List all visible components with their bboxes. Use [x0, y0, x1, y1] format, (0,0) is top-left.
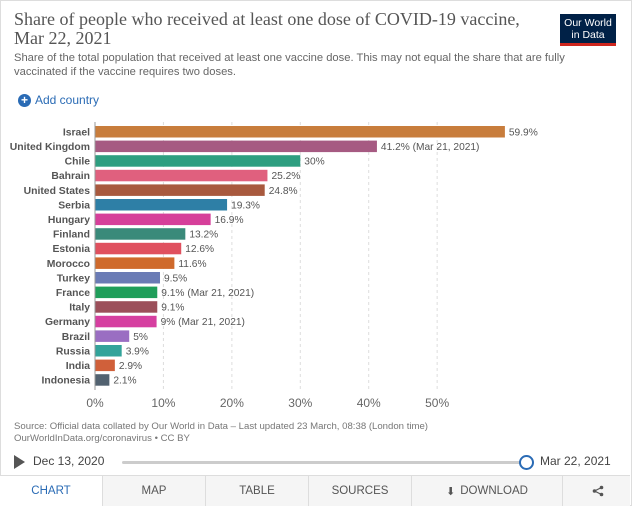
bar	[95, 286, 158, 299]
bar	[95, 359, 115, 372]
source-note: Source: Official data collated by Our Wo…	[14, 421, 574, 445]
x-tick-label: 40%	[357, 396, 381, 410]
bar	[95, 213, 211, 226]
timeline: Dec 13, 2020 Mar 22, 2021	[0, 450, 632, 474]
source-line-1: Source: Official data collated by Our Wo…	[14, 421, 429, 432]
bar	[95, 155, 301, 167]
category-label: Hungary	[48, 215, 90, 226]
category-label: Estonia	[52, 244, 90, 255]
share-button[interactable]	[562, 476, 632, 506]
bar	[95, 242, 182, 255]
value-label: 12.6%	[185, 244, 214, 255]
source-line-2: OurWorldInData.org/coronavirus • CC BY	[14, 433, 190, 444]
x-tick-label: 50%	[425, 396, 449, 410]
chart-subtitle: Share of the total population that recei…	[14, 52, 565, 78]
owid-logo[interactable]: Our World in Data	[560, 14, 616, 46]
category-label: United States	[24, 186, 91, 197]
category-label: Morocco	[47, 259, 90, 270]
category-label: Finland	[53, 230, 90, 241]
value-label: 30%	[304, 157, 324, 168]
value-label: 16.9%	[215, 215, 244, 226]
add-country-button[interactable]: + Add country	[18, 93, 99, 107]
value-label: 19.3%	[231, 200, 260, 211]
category-label: Bahrain	[51, 171, 90, 182]
bar	[95, 272, 161, 284]
value-label: 13.2%	[189, 230, 218, 241]
category-label: France	[56, 288, 90, 299]
category-label: Brazil	[62, 332, 90, 343]
logo-line-1: Our World	[564, 17, 612, 29]
download-icon: ⬇	[446, 485, 456, 498]
bar	[95, 126, 505, 138]
tab-table[interactable]: TABLE	[205, 476, 308, 506]
value-label: 2.9%	[119, 361, 142, 372]
value-label: 11.6%	[178, 259, 206, 270]
bar	[95, 315, 157, 328]
bar	[95, 330, 130, 342]
value-label: 2.1%	[113, 376, 136, 387]
tab-sources[interactable]: SOURCES	[308, 476, 411, 506]
bar-chart: Israel 59.9% United Kingdom 41.2% (Mar 21, …	[10, 122, 538, 410]
category-label: Israel	[63, 127, 90, 138]
category-label: Serbia	[58, 200, 90, 211]
category-label: United Kingdom	[10, 142, 90, 153]
value-label: 9% (Mar 21, 2021)	[161, 317, 245, 328]
category-label: Chile	[65, 157, 91, 168]
x-tick-label: 30%	[288, 396, 312, 410]
value-label: 9.5%	[164, 273, 187, 284]
share-icon	[592, 485, 604, 497]
play-icon[interactable]	[14, 455, 25, 469]
add-country-label: Add country	[35, 93, 100, 107]
value-label: 25.2%	[271, 171, 300, 182]
value-label: 3.9%	[126, 346, 149, 357]
category-label: India	[66, 361, 90, 372]
bar	[95, 257, 175, 269]
value-label: 5%	[133, 332, 148, 343]
bar	[95, 199, 228, 211]
x-tick-label: 0%	[86, 396, 104, 410]
category-label: Turkey	[57, 273, 91, 284]
category-label: Italy	[69, 303, 90, 314]
timeline-handle[interactable]	[519, 455, 534, 470]
bar	[95, 169, 268, 182]
timeline-start-date: Dec 13, 2020	[33, 454, 105, 468]
tab-bar: CHART MAP TABLE SOURCES ⬇ DOWNLOAD	[0, 475, 630, 506]
logo-line-2: in Data	[571, 29, 605, 41]
value-label: 41.2% (Mar 21, 2021)	[381, 142, 480, 153]
bar	[95, 301, 158, 313]
bar	[95, 184, 265, 196]
bar	[95, 228, 186, 240]
x-tick-label: 20%	[220, 396, 244, 410]
value-label: 9.1% (Mar 21, 2021)	[161, 288, 254, 299]
tab-chart[interactable]: CHART	[0, 476, 102, 506]
chart-title: Share of people who received at least on…	[14, 9, 520, 48]
plus-icon: +	[18, 93, 31, 107]
tab-map[interactable]: MAP	[102, 476, 205, 506]
value-label: 24.8%	[269, 186, 298, 197]
category-label: Russia	[56, 346, 90, 357]
bar	[95, 140, 377, 153]
timeline-track[interactable]	[122, 461, 526, 464]
bar	[95, 374, 110, 386]
x-tick-label: 10%	[151, 396, 175, 410]
timeline-end-date: Mar 22, 2021	[540, 454, 611, 468]
value-label: 59.9%	[509, 127, 538, 138]
category-label: Indonesia	[42, 376, 91, 387]
bar	[95, 345, 122, 357]
category-label: Germany	[45, 317, 90, 328]
tab-download[interactable]: ⬇ DOWNLOAD	[411, 476, 562, 506]
download-label: DOWNLOAD	[460, 485, 528, 497]
value-label: 9.1%	[161, 303, 184, 314]
